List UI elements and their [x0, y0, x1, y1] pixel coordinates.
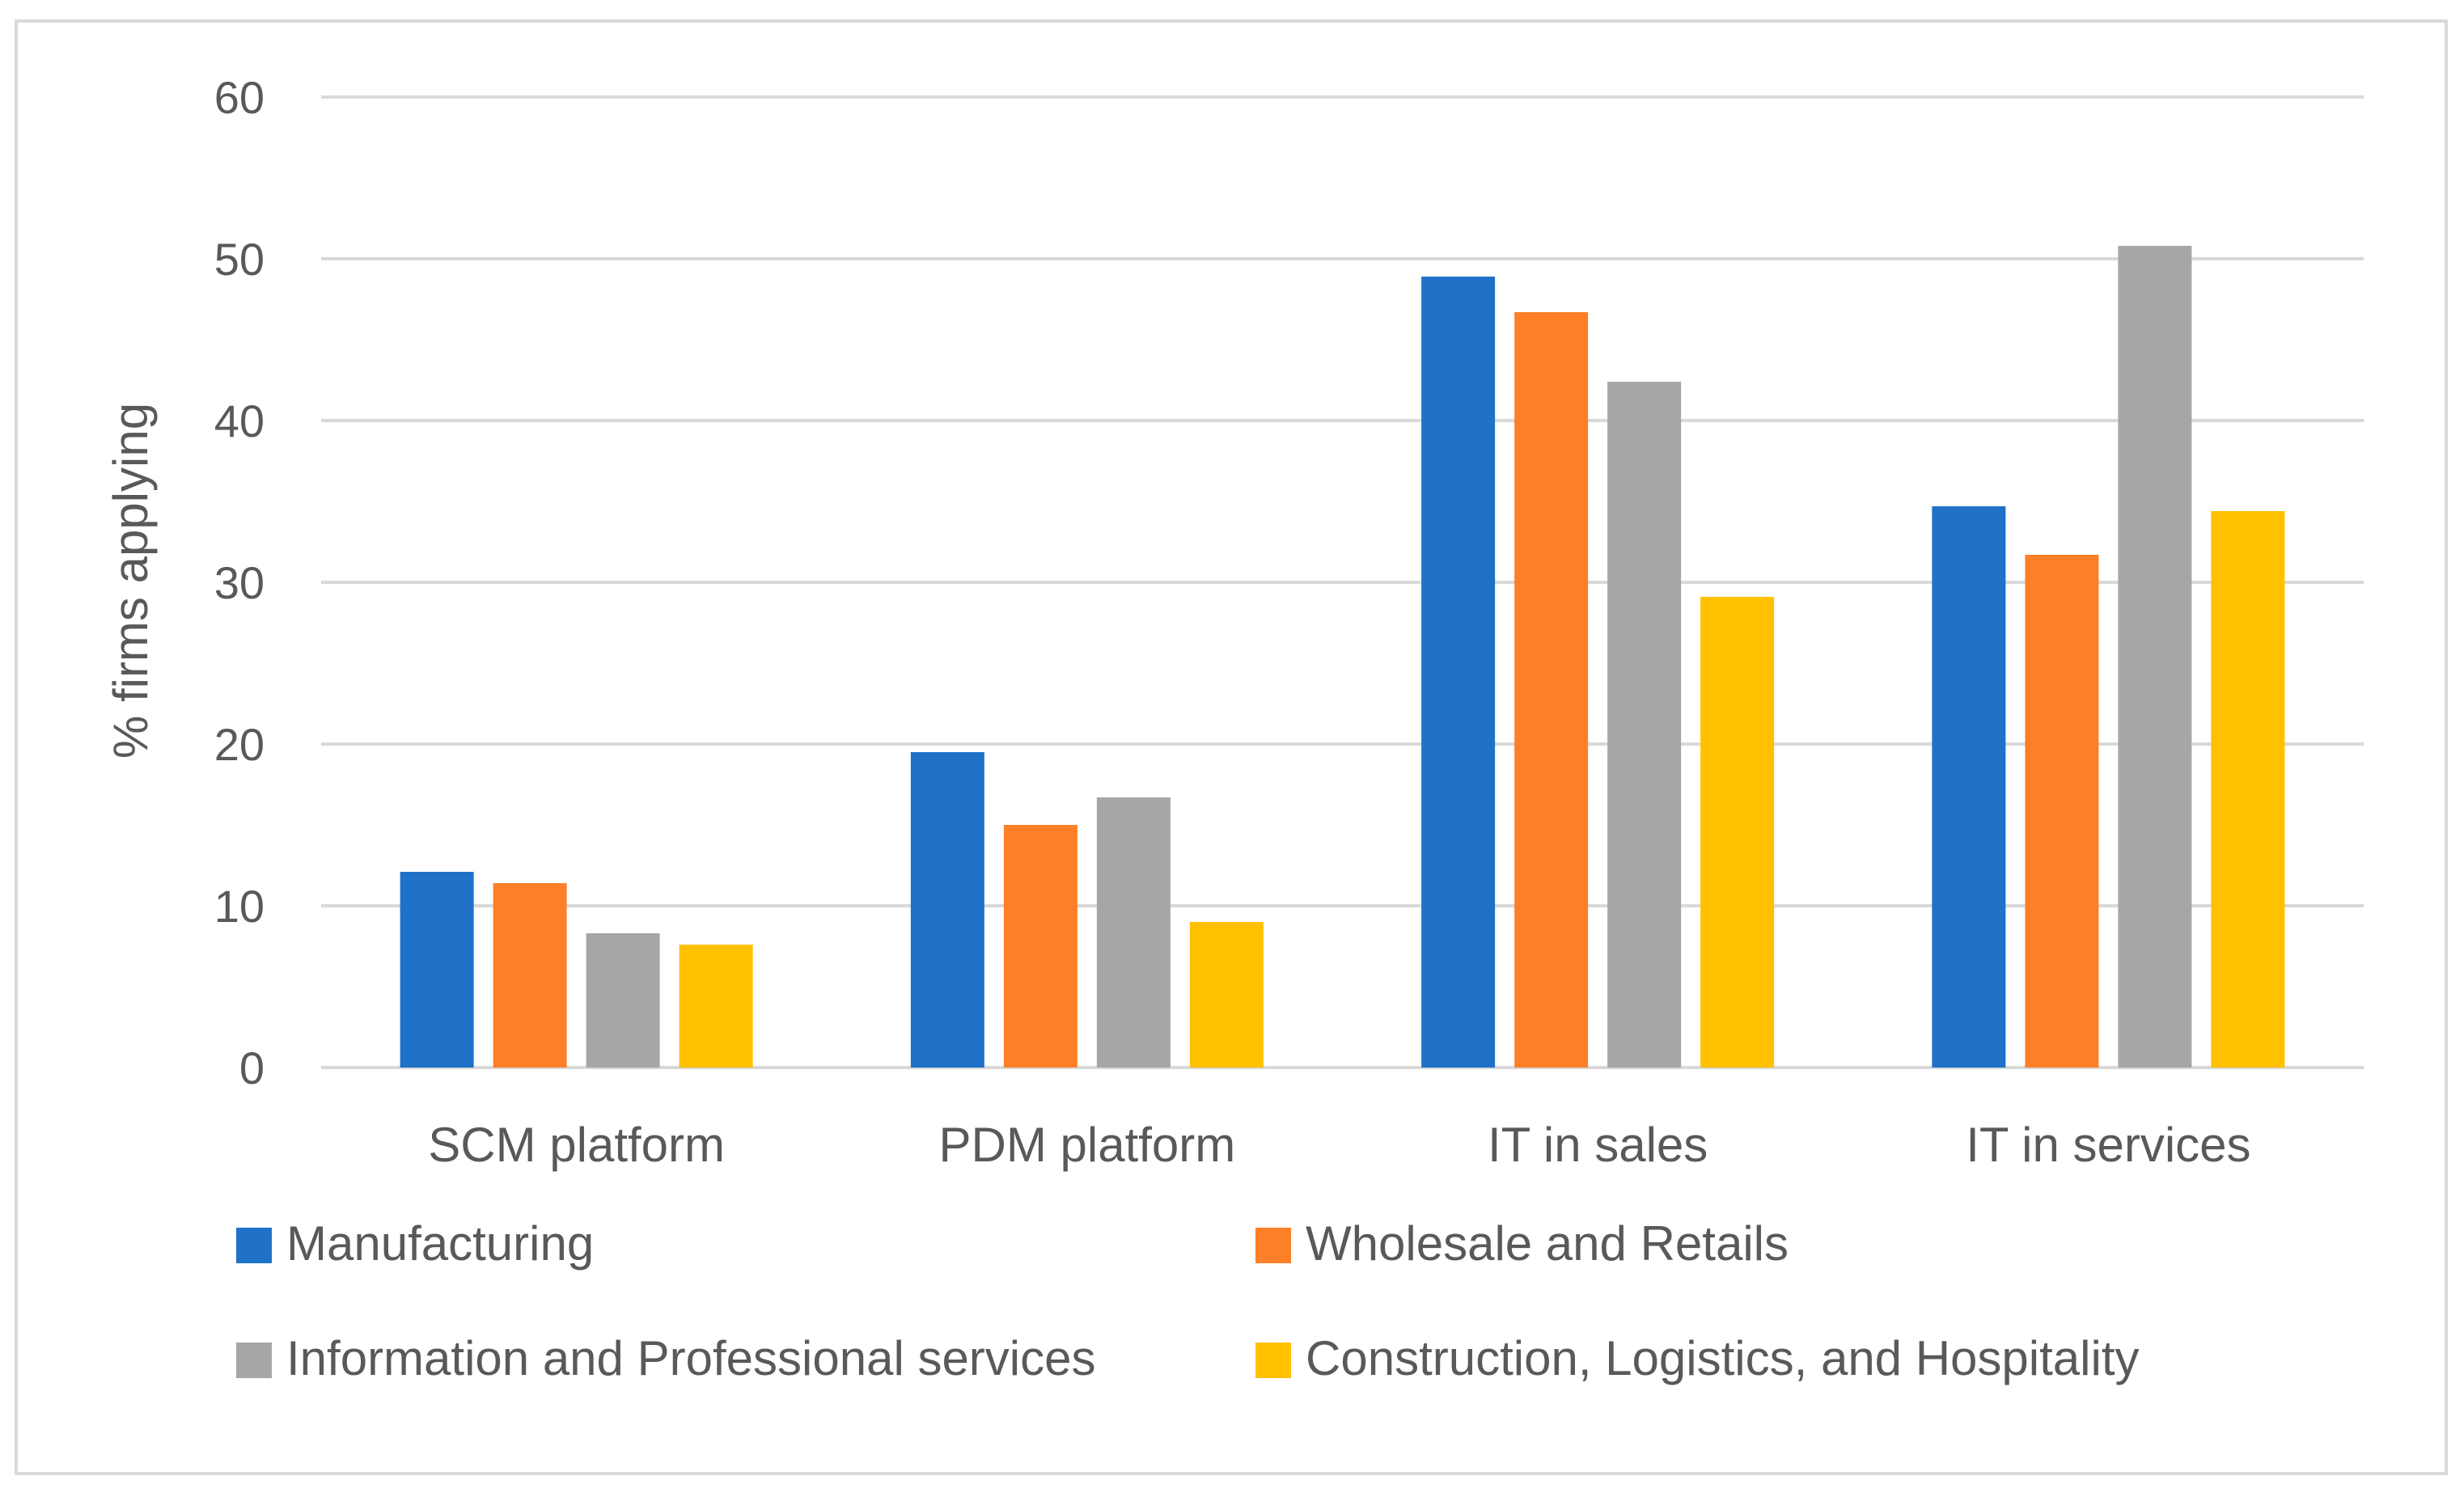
bar-scm-platform-series-1 — [400, 872, 474, 1068]
legend-label-1: Manufacturing — [286, 1216, 594, 1271]
y-tick-label-60: 60 — [214, 72, 265, 123]
x-category-label-3: IT in sales — [1488, 1118, 1708, 1172]
legend-swatch-3 — [236, 1343, 272, 1378]
x-category-label-4: IT in services — [1966, 1118, 2250, 1172]
bar-it-in-sales-series-1 — [1421, 277, 1496, 1068]
bar-it-in-services-series-1 — [1932, 506, 2006, 1068]
legend-label-4: Construction, Logistics, and Hospitality — [1306, 1331, 2140, 1385]
y-tick-label-50: 50 — [214, 234, 265, 285]
y-tick-label-0: 0 — [239, 1042, 265, 1093]
bar-it-in-services-series-3 — [2118, 246, 2192, 1068]
legend-swatch-1 — [236, 1228, 272, 1263]
bars — [400, 246, 2285, 1068]
bar-pdm-platform-series-3 — [1096, 797, 1171, 1068]
bar-chart: 0 10 20 30 40 50 60 SCM platform PDM platform IT… — [104, 72, 2364, 1385]
bar-pdm-platform-series-1 — [910, 752, 984, 1068]
y-axis-title: % firms applying — [104, 403, 158, 759]
bar-scm-platform-series-4 — [679, 945, 753, 1068]
legend: Manufacturing Wholesale and Retails Inform… — [236, 1216, 2140, 1385]
bar-it-in-services-series-2 — [2025, 555, 2099, 1068]
y-tick-label-40: 40 — [214, 395, 265, 446]
y-tick-label-30: 30 — [214, 557, 265, 608]
gridlines — [321, 95, 2364, 1069]
legend-label-3: Information and Professional services — [286, 1331, 1096, 1385]
x-axis-category-labels: SCM platform PDM platform IT in sales IT in… — [428, 1118, 2250, 1172]
bar-it-in-sales-series-4 — [1700, 597, 1775, 1068]
chart-frame: 0 10 20 30 40 50 60 SCM platform PDM platform IT… — [15, 19, 2448, 1475]
bar-it-in-sales-series-3 — [1607, 382, 1682, 1068]
bar-pdm-platform-series-4 — [1189, 922, 1264, 1068]
legend-swatch-2 — [1255, 1228, 1291, 1263]
y-tick-label-10: 10 — [214, 881, 265, 932]
y-axis-tick-labels: 0 10 20 30 40 50 60 — [214, 72, 265, 1093]
bar-pdm-platform-series-2 — [1003, 825, 1077, 1068]
legend-swatch-4 — [1255, 1343, 1291, 1378]
x-category-label-1: SCM platform — [428, 1118, 725, 1172]
y-tick-label-20: 20 — [214, 719, 265, 770]
legend-label-2: Wholesale and Retails — [1306, 1216, 1789, 1271]
bar-scm-platform-series-3 — [586, 933, 660, 1068]
bar-it-in-services-series-4 — [2211, 511, 2285, 1068]
x-category-label-2: PDM platform — [939, 1118, 1236, 1172]
bar-scm-platform-series-2 — [493, 883, 567, 1068]
bar-it-in-sales-series-2 — [1514, 312, 1589, 1068]
